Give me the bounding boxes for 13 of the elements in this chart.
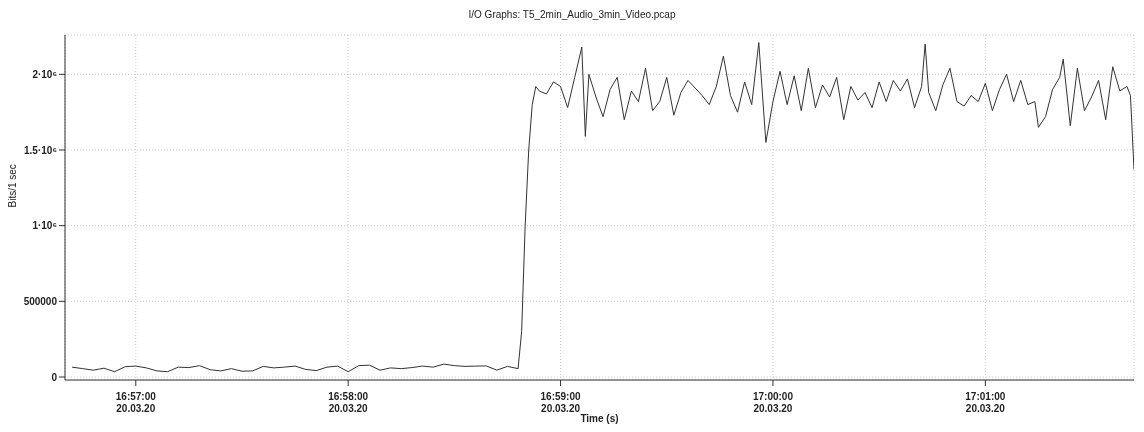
y-tick-label: 1.5·10⁶ — [24, 144, 57, 156]
x-tick-label: 17:00:00 20.03.20 — [752, 391, 794, 414]
x-tick-label: 16:58:00 20.03.20 — [328, 391, 369, 414]
x-tick-label: 17:01:00 20.03.20 — [965, 391, 1006, 414]
x-tick-label: 16:59:00 20.03.20 — [540, 391, 582, 414]
y-tick-label: 0 — [51, 371, 58, 383]
chart-title: I/O Graphs: T5_2min_Audio_3min_Video.pcap — [467, 8, 677, 22]
x-axis-title: Time (s) — [580, 413, 619, 424]
x-tick-label: 16:57:00 20.03.20 — [115, 391, 157, 414]
y-tick-label: 1·10⁶ — [32, 220, 57, 232]
y-axis-title: Bits/1 sec — [6, 164, 18, 208]
y-tick-label: 500000 — [23, 295, 58, 307]
y-tick-label: 2·10⁶ — [32, 68, 57, 80]
